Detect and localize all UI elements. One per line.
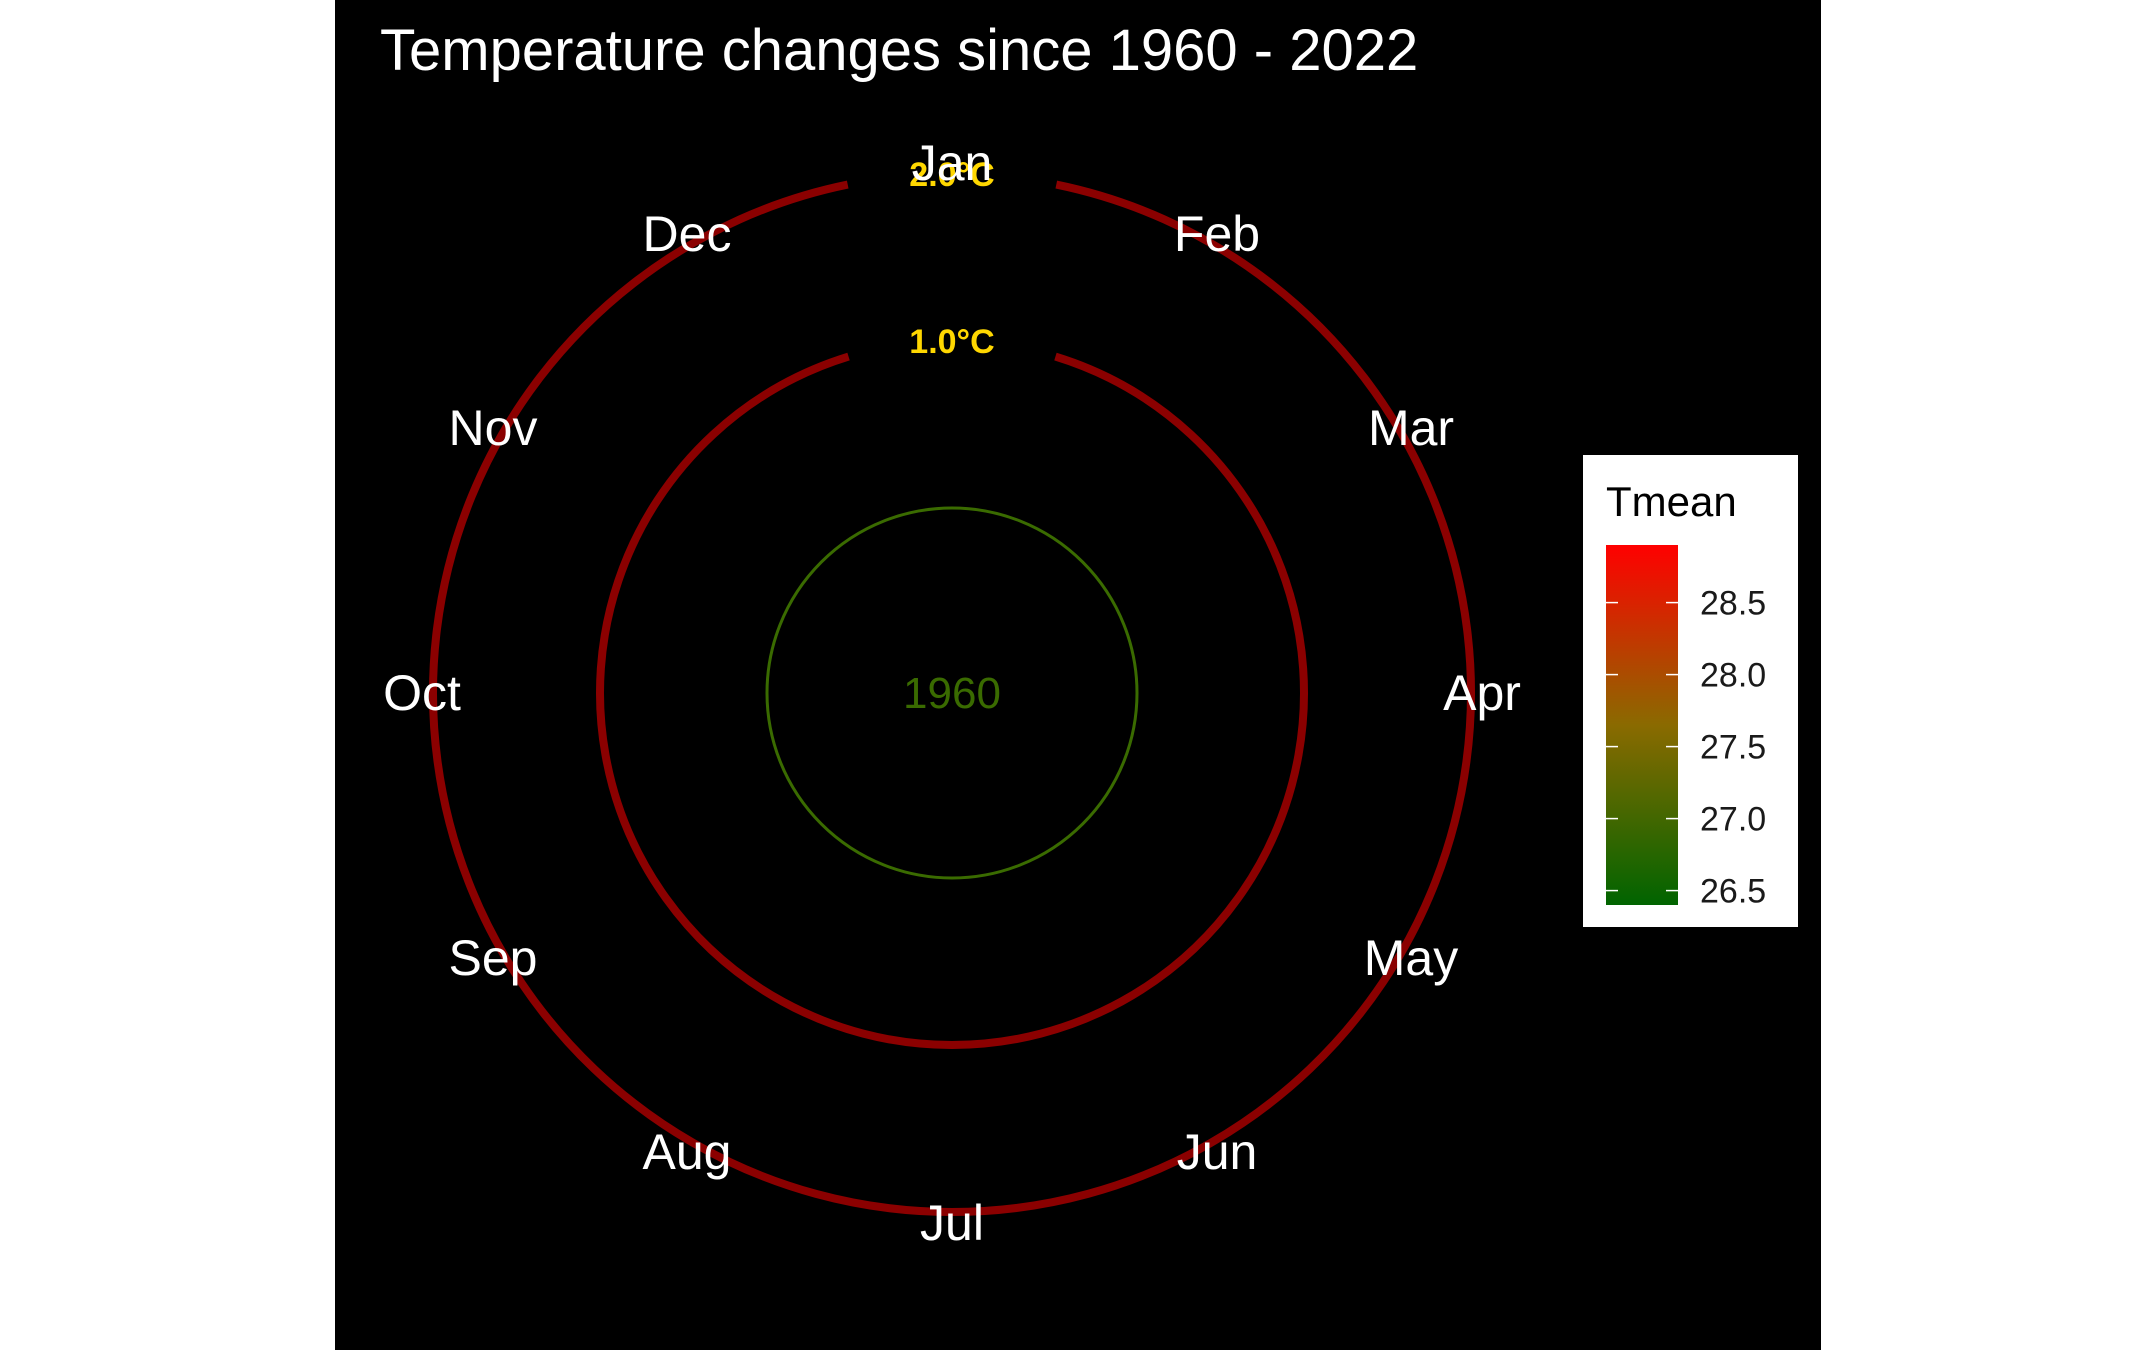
month-label-oct: Oct bbox=[383, 665, 461, 721]
ring-2 bbox=[429, 180, 1475, 1216]
month-label-nov: Nov bbox=[449, 400, 538, 456]
month-label-mar: Mar bbox=[1368, 400, 1454, 456]
ring-label-2: 2.0°C bbox=[909, 156, 994, 194]
month-label-dec: Dec bbox=[643, 206, 732, 262]
month-label-jan: Jan bbox=[912, 135, 993, 191]
month-label-jul: Jul bbox=[920, 1195, 984, 1251]
legend-tick-label: 28.5 bbox=[1700, 585, 1766, 623]
series-lines: 1960 bbox=[765, 506, 1139, 880]
month-label-apr: Apr bbox=[1443, 665, 1521, 721]
chart-title: Temperature changes since 1960 - 2022 bbox=[380, 18, 1418, 83]
month-label-jun: Jun bbox=[1177, 1124, 1258, 1180]
plot-background bbox=[335, 0, 1821, 1350]
month-label-feb: Feb bbox=[1174, 206, 1260, 262]
month-label-may: May bbox=[1364, 930, 1458, 986]
ring-1 bbox=[596, 352, 1308, 1049]
reference-rings: 1.0°C 2.0°C bbox=[429, 156, 1475, 1216]
month-label-aug: Aug bbox=[643, 1124, 732, 1180]
legend-tick-label: 27.5 bbox=[1700, 729, 1766, 767]
legend: Tmean 26.5 27.0 27.5 28.0 28.5 bbox=[1583, 455, 1798, 927]
year-label: 1960 bbox=[903, 669, 1001, 718]
legend-tick-label: 28.0 bbox=[1700, 657, 1766, 695]
series-line-1960 bbox=[765, 506, 1139, 880]
legend-colorbar bbox=[1606, 545, 1678, 905]
legend-ticks: 26.5 27.0 27.5 28.0 28.5 bbox=[1606, 585, 1766, 911]
ring-label-1: 1.0°C bbox=[909, 323, 994, 361]
legend-title: Tmean bbox=[1606, 478, 1737, 525]
legend-tick-label: 26.5 bbox=[1700, 873, 1766, 911]
legend-tick-label: 27.0 bbox=[1700, 801, 1766, 839]
month-labels: Jan Feb Mar Apr May Jun Jul Aug Sep Oct Nov Dec bbox=[383, 135, 1521, 1251]
month-label-sep: Sep bbox=[449, 930, 538, 986]
